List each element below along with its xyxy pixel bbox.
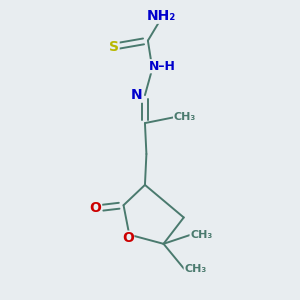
Text: N: N — [131, 88, 142, 102]
Text: CH₃: CH₃ — [184, 264, 206, 274]
Text: O: O — [90, 201, 101, 215]
Text: N–H: N–H — [149, 60, 176, 73]
Text: S: S — [109, 40, 119, 53]
Text: O: O — [122, 231, 134, 245]
Text: NH₂: NH₂ — [147, 9, 176, 23]
Text: CH₃: CH₃ — [174, 112, 196, 122]
Text: CH₃: CH₃ — [190, 230, 212, 240]
